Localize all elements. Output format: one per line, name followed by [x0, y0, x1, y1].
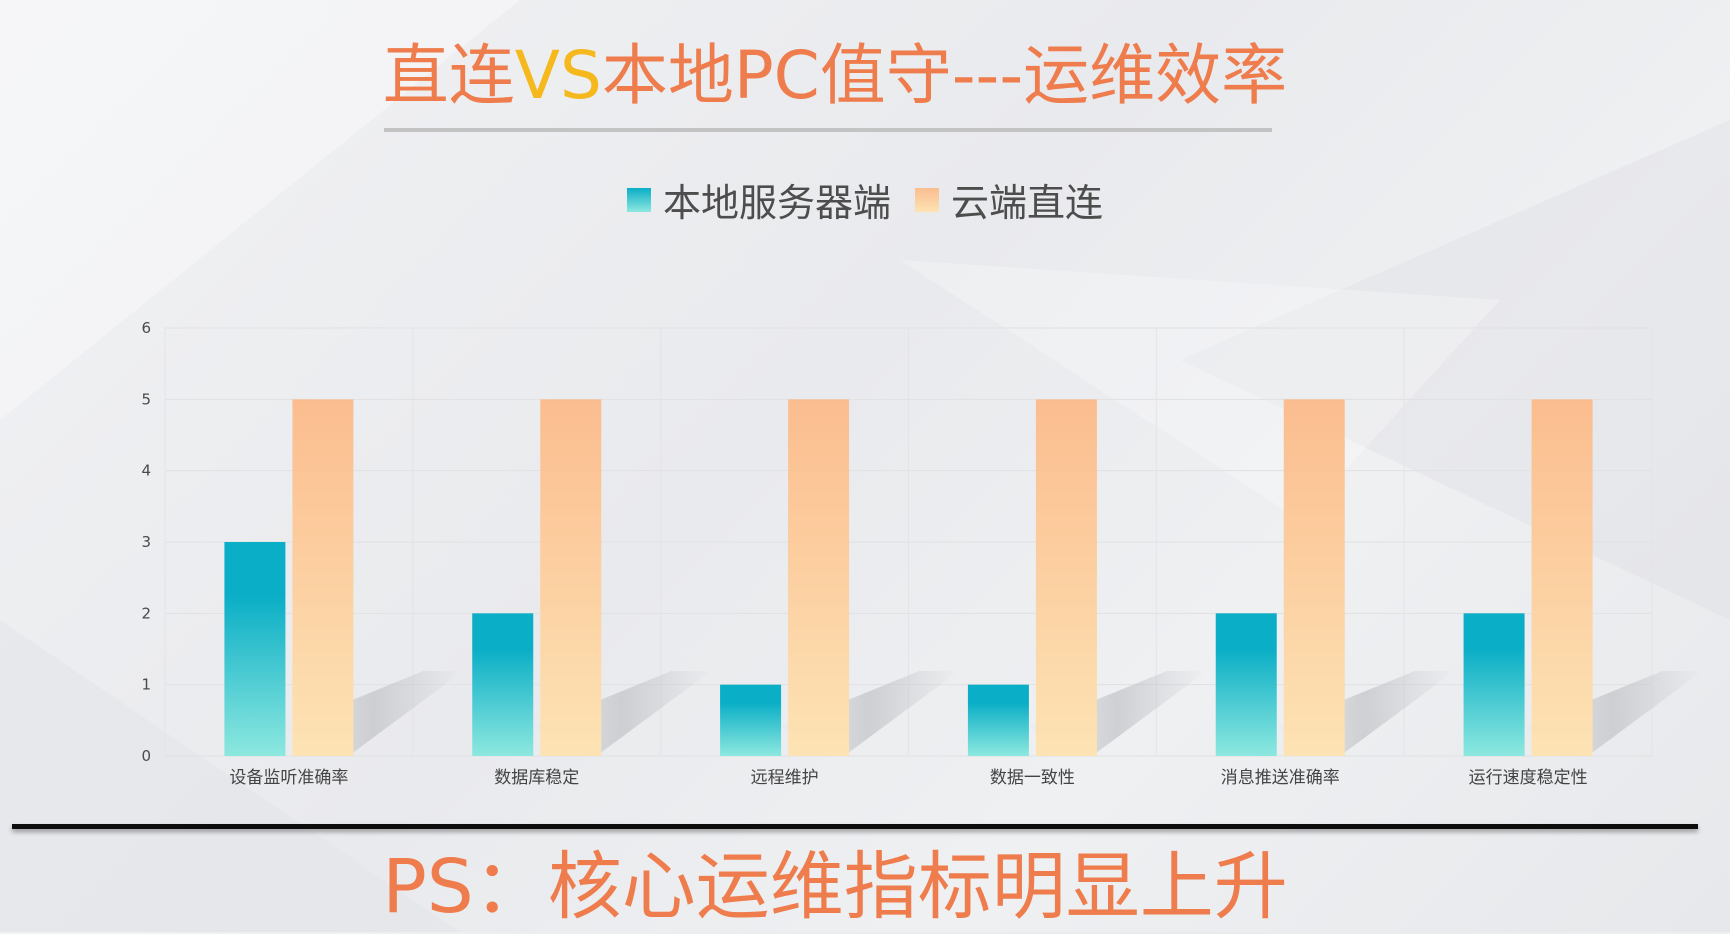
y-tick-label-6: 6	[141, 319, 151, 337]
title-part2: 本地PC值守---运维效率	[601, 37, 1288, 114]
x-tick-label-0: 设备监听准确率	[229, 768, 348, 788]
bar-series1-2	[720, 684, 782, 756]
x-tick-label-5: 运行速度稳定性	[1469, 768, 1588, 788]
bar-series2-3	[1035, 399, 1097, 756]
bar-series1-5	[1463, 613, 1525, 756]
bar-series2-4	[1283, 399, 1345, 756]
y-tick-label-0: 0	[141, 747, 151, 765]
y-tick-label-3: 3	[141, 533, 151, 551]
bottom-divider	[12, 824, 1698, 829]
bar-series2-5	[1531, 399, 1593, 756]
legend-swatch-series1	[626, 187, 651, 212]
title-underline	[384, 128, 1272, 132]
y-tick-label-5: 5	[141, 390, 151, 408]
bar-series2-1	[540, 399, 602, 756]
x-tick-label-4: 消息推送准确率	[1221, 768, 1340, 788]
legend-label-series1: 本地服务器端	[662, 181, 891, 225]
legend-item-series1: 本地服务器端	[626, 172, 891, 227]
bar-series1-4	[1215, 613, 1277, 756]
bar-series2-2	[788, 399, 850, 756]
footer-note: PS：核心运维指标明显上升	[382, 844, 1288, 930]
bar-series1-0	[224, 542, 286, 756]
title-part1: 直连	[382, 37, 515, 114]
x-tick-label-2: 远程维护	[751, 768, 819, 788]
x-tick-label-1: 数据库稳定	[494, 768, 579, 788]
y-tick-label-1: 1	[141, 676, 151, 694]
legend-label-series2: 云端直连	[951, 181, 1104, 225]
bar-series1-1	[472, 613, 534, 756]
chart-legend: 本地服务器端 云端直连	[0, 172, 1730, 227]
legend-swatch-series2	[915, 187, 940, 212]
title-vs: VS	[514, 37, 602, 114]
bar-series1-3	[967, 684, 1029, 756]
x-tick-label-3: 数据一致性	[990, 768, 1075, 788]
y-tick-label-4: 4	[141, 462, 151, 480]
bar-series2-0	[292, 399, 354, 756]
legend-item-series2: 云端直连	[915, 172, 1103, 227]
slide-title: 直连VS本地PC值守---运维效率	[0, 22, 1670, 118]
y-tick-label-2: 2	[141, 604, 151, 622]
